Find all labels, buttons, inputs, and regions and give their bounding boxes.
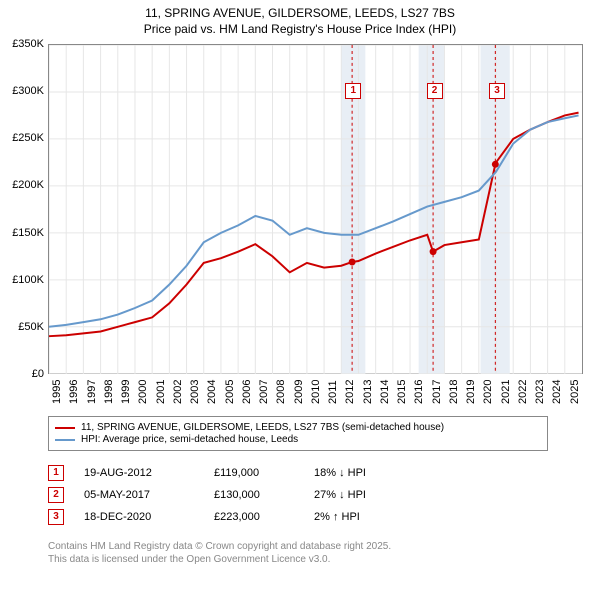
x-tick-label: 2012 (344, 380, 356, 404)
transaction-row: 1 19-AUG-2012 £119,000 18% ↓ HPI (48, 462, 404, 484)
x-tick-label: 2010 (310, 380, 322, 404)
transaction-diff: 2% ↑ HPI (314, 511, 404, 523)
x-tick-label: 2004 (206, 380, 218, 404)
footer-line2: This data is licensed under the Open Gov… (48, 553, 391, 566)
transaction-marker: 1 (48, 465, 64, 481)
x-tick-label: 2005 (224, 380, 236, 404)
transaction-price: £130,000 (214, 489, 294, 501)
x-tick-label: 2016 (413, 380, 425, 404)
x-tick-label: 2021 (500, 380, 512, 404)
legend-label: HPI: Average price, semi-detached house,… (81, 434, 298, 445)
x-tick-label: 2006 (241, 380, 253, 404)
x-tick-label: 2000 (137, 380, 149, 404)
y-tick-label: £150K (12, 227, 44, 239)
x-tick-label: 2023 (534, 380, 546, 404)
legend-swatch (55, 439, 75, 441)
x-tick-label: 1998 (103, 380, 115, 404)
x-tick-label: 2009 (293, 380, 305, 404)
chart-title: 11, SPRING AVENUE, GILDERSOME, LEEDS, LS… (0, 0, 600, 22)
y-tick-label: £100K (12, 274, 44, 286)
plot-area: 1 2 3 (48, 44, 583, 374)
transaction-marker: 3 (48, 509, 64, 525)
chart-container: { "title_line1": "11, SPRING AVENUE, GIL… (0, 0, 600, 590)
y-tick-label: £50K (18, 321, 44, 333)
y-tick-label: £200K (12, 179, 44, 191)
x-axis-labels: 1995 1996 1997 1998 1999 2000 2001 2002 2003 2004… (48, 374, 583, 410)
legend-item: 11, SPRING AVENUE, GILDERSOME, LEEDS, LS… (55, 422, 541, 433)
x-tick-label: 2007 (258, 380, 270, 404)
x-tick-label: 1996 (68, 380, 80, 404)
callout-marker: 2 (427, 83, 443, 99)
y-tick-label: £0 (32, 368, 44, 380)
x-tick-label: 2022 (517, 380, 529, 404)
x-tick-label: 2015 (396, 380, 408, 404)
legend-swatch (55, 427, 75, 429)
transaction-date: 18-DEC-2020 (84, 511, 194, 523)
x-tick-label: 1995 (51, 380, 63, 404)
x-tick-label: 2014 (379, 380, 391, 404)
y-axis-labels: £0£50K£100K£150K£200K£250K£300K£350K (4, 44, 48, 374)
y-tick-label: £350K (12, 38, 44, 50)
transaction-row: 3 18-DEC-2020 £223,000 2% ↑ HPI (48, 506, 404, 528)
x-tick-label: 2011 (327, 380, 339, 404)
x-tick-label: 2017 (431, 380, 443, 404)
y-tick-label: £250K (12, 132, 44, 144)
y-tick-label: £300K (12, 85, 44, 97)
callout-marker: 1 (345, 83, 361, 99)
x-tick-label: 1997 (86, 380, 98, 404)
transaction-diff: 27% ↓ HPI (314, 489, 404, 501)
transaction-marker: 2 (48, 487, 64, 503)
x-tick-label: 2003 (189, 380, 201, 404)
transaction-date: 05-MAY-2017 (84, 489, 194, 501)
x-tick-label: 2025 (569, 380, 581, 404)
callout-marker: 3 (489, 83, 505, 99)
x-tick-label: 2020 (482, 380, 494, 404)
transaction-table: 1 19-AUG-2012 £119,000 18% ↓ HPI 2 05-MAY-201… (48, 462, 404, 528)
chart-subtitle: Price paid vs. HM Land Registry's House … (0, 22, 600, 40)
legend-label: 11, SPRING AVENUE, GILDERSOME, LEEDS, LS… (81, 422, 444, 433)
transaction-price: £223,000 (214, 511, 294, 523)
x-tick-label: 2018 (448, 380, 460, 404)
x-tick-label: 2001 (155, 380, 167, 404)
x-tick-label: 2013 (362, 380, 374, 404)
legend: 11, SPRING AVENUE, GILDERSOME, LEEDS, LS… (48, 416, 548, 451)
x-tick-label: 2019 (465, 380, 477, 404)
x-tick-label: 1999 (120, 380, 132, 404)
x-tick-label: 2008 (275, 380, 287, 404)
transaction-price: £119,000 (214, 467, 294, 479)
transaction-date: 19-AUG-2012 (84, 467, 194, 479)
transaction-row: 2 05-MAY-2017 £130,000 27% ↓ HPI (48, 484, 404, 506)
x-tick-label: 2002 (172, 380, 184, 404)
footer-line1: Contains HM Land Registry data © Crown c… (48, 540, 391, 553)
transaction-diff: 18% ↓ HPI (314, 467, 404, 479)
footer-attribution: Contains HM Land Registry data © Crown c… (48, 540, 391, 566)
legend-item: HPI: Average price, semi-detached house,… (55, 434, 541, 445)
x-tick-label: 2024 (551, 380, 563, 404)
